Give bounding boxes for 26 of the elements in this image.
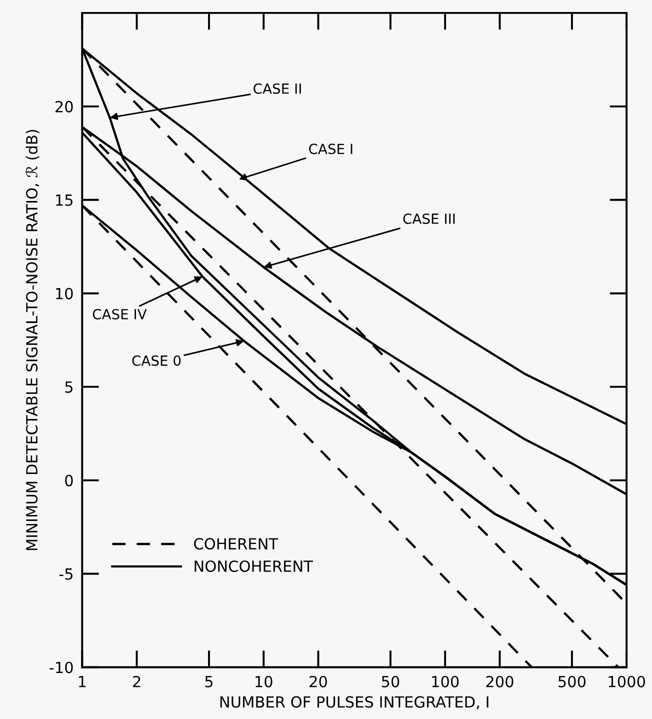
- y-tick-label: 10: [56, 288, 73, 300]
- x-tick-label: 20: [310, 676, 327, 688]
- annotation: CASE IV: [92, 308, 147, 320]
- x-tick-label: 2: [133, 676, 140, 688]
- y-tick-label: 15: [56, 194, 72, 206]
- x-tick-label: 1000: [608, 676, 645, 688]
- x-tick-label: 10: [256, 676, 272, 688]
- x-tick-label: 500: [558, 676, 586, 688]
- x-tick-label: 1: [78, 676, 86, 688]
- annotation: CASE I: [309, 144, 352, 154]
- legend-label: NONCOHERENT: [194, 560, 313, 572]
- annotation: CASE II: [254, 83, 301, 94]
- x-axis-title: NUMBER OF PULSES INTEGRATED, I: [220, 696, 488, 710]
- y-tick-label: -10: [50, 662, 73, 674]
- x-tick-label: 100: [432, 676, 459, 688]
- x-tick-label: 50: [382, 676, 400, 688]
- legend-label: COHERENT: [194, 538, 278, 550]
- x-tick-label: 5: [205, 676, 213, 688]
- annotation: CASE III: [403, 213, 455, 224]
- annotation: CASE 0: [132, 355, 181, 366]
- y-tick-label: 0: [65, 474, 73, 486]
- x-tick-label: 200: [486, 676, 514, 688]
- y-tick-label: -5: [59, 568, 72, 580]
- y-axis-title: MINIMUM DETECTABLE SIGNAL-TO-NOISE RATIO, ℛ (dB): [26, 130, 40, 550]
- y-tick-label: 20: [55, 100, 73, 112]
- y-tick-label: 5: [65, 381, 72, 393]
